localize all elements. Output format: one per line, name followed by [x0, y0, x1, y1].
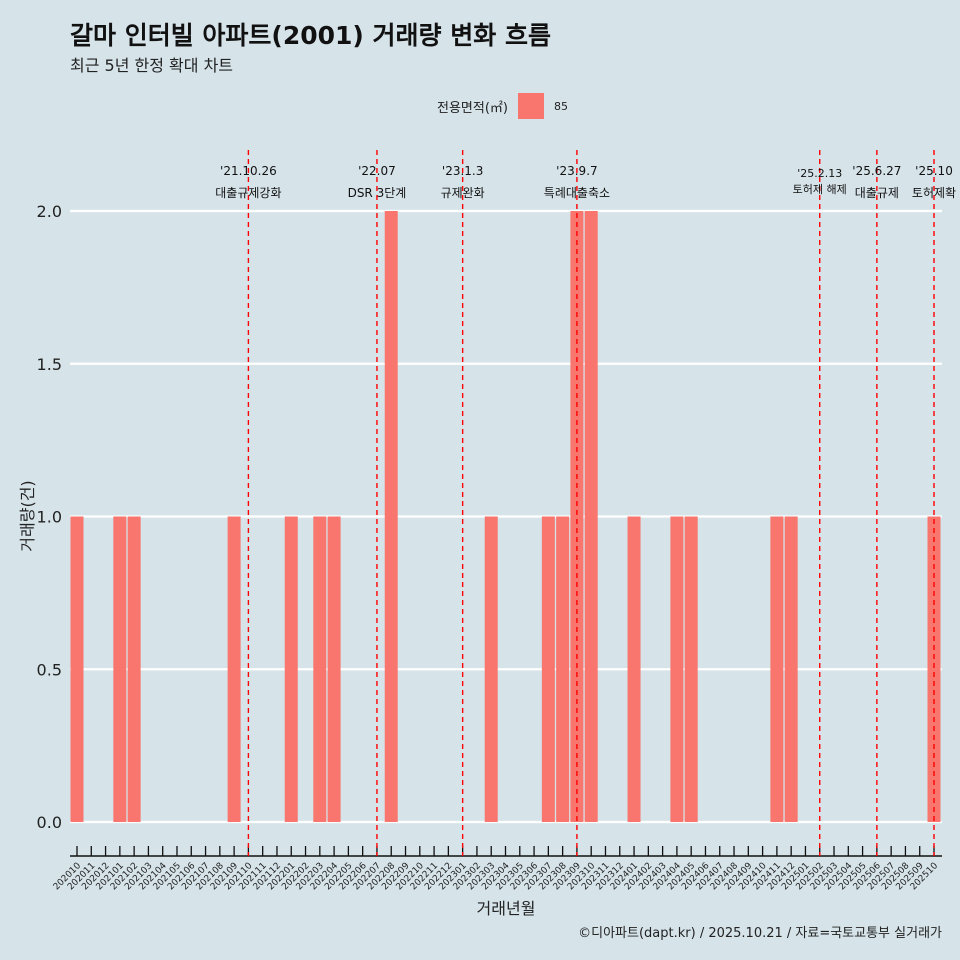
y-tick-label: 1.5: [37, 355, 62, 374]
event-date: '25.6.27: [852, 164, 901, 178]
event-label: 토허제확: [912, 186, 956, 200]
bar: [127, 516, 141, 822]
event-label: 토허제 해제: [793, 182, 847, 196]
event-label: 대출규제: [855, 186, 899, 200]
event-date: '25.2.13: [797, 167, 842, 180]
bar: [327, 516, 341, 822]
event-date: '25.10: [915, 164, 953, 178]
bar: [556, 516, 570, 822]
bar: [284, 516, 298, 822]
bar: [113, 516, 127, 822]
event-label: 특례대출축소: [544, 186, 610, 200]
event-label: 대출규제강화: [215, 186, 281, 200]
event-label: 규제완화: [441, 186, 485, 200]
legend-title: 전용면적(㎡): [437, 100, 508, 116]
bar: [770, 516, 784, 822]
y-axis-title: 거래량(건): [18, 480, 37, 551]
bar: [784, 516, 798, 822]
legend: 전용면적(㎡) 85: [437, 93, 568, 119]
chart-title: 갈마 인터빌 아파트(2001) 거래량 변화 흐름: [70, 21, 551, 50]
legend-swatch: [517, 93, 544, 119]
y-tick-label: 0.5: [37, 660, 62, 679]
y-tick-label: 0.0: [37, 813, 62, 832]
event-label: DSR 3단계: [348, 186, 407, 200]
bar: [927, 516, 941, 822]
legend-entry: 85: [553, 99, 568, 113]
bar: [313, 516, 327, 822]
x-axis-title: 거래년월: [477, 899, 536, 918]
bar: [484, 516, 498, 822]
bar: [227, 516, 241, 822]
y-tick-label: 2.0: [37, 202, 62, 221]
chart-subtitle: 최근 5년 한정 확대 차트: [70, 56, 234, 75]
event-date: '21.10.26: [220, 164, 277, 178]
event-date: '23.9.7: [556, 164, 597, 178]
event-date: '23.1.3: [442, 164, 483, 178]
bar: [684, 516, 698, 822]
bar: [670, 516, 684, 822]
bar: [384, 211, 398, 822]
bar: [570, 211, 584, 822]
bar: [627, 516, 641, 822]
event-date: '22.07: [358, 164, 396, 178]
bar: [70, 516, 84, 822]
y-tick-label: 1.0: [37, 508, 62, 527]
caption: ©디아파트(dapt.kr) / 2025.10.21 / 자료=국토교통부 실…: [578, 926, 942, 941]
bar: [584, 211, 598, 822]
bar: [541, 516, 555, 822]
